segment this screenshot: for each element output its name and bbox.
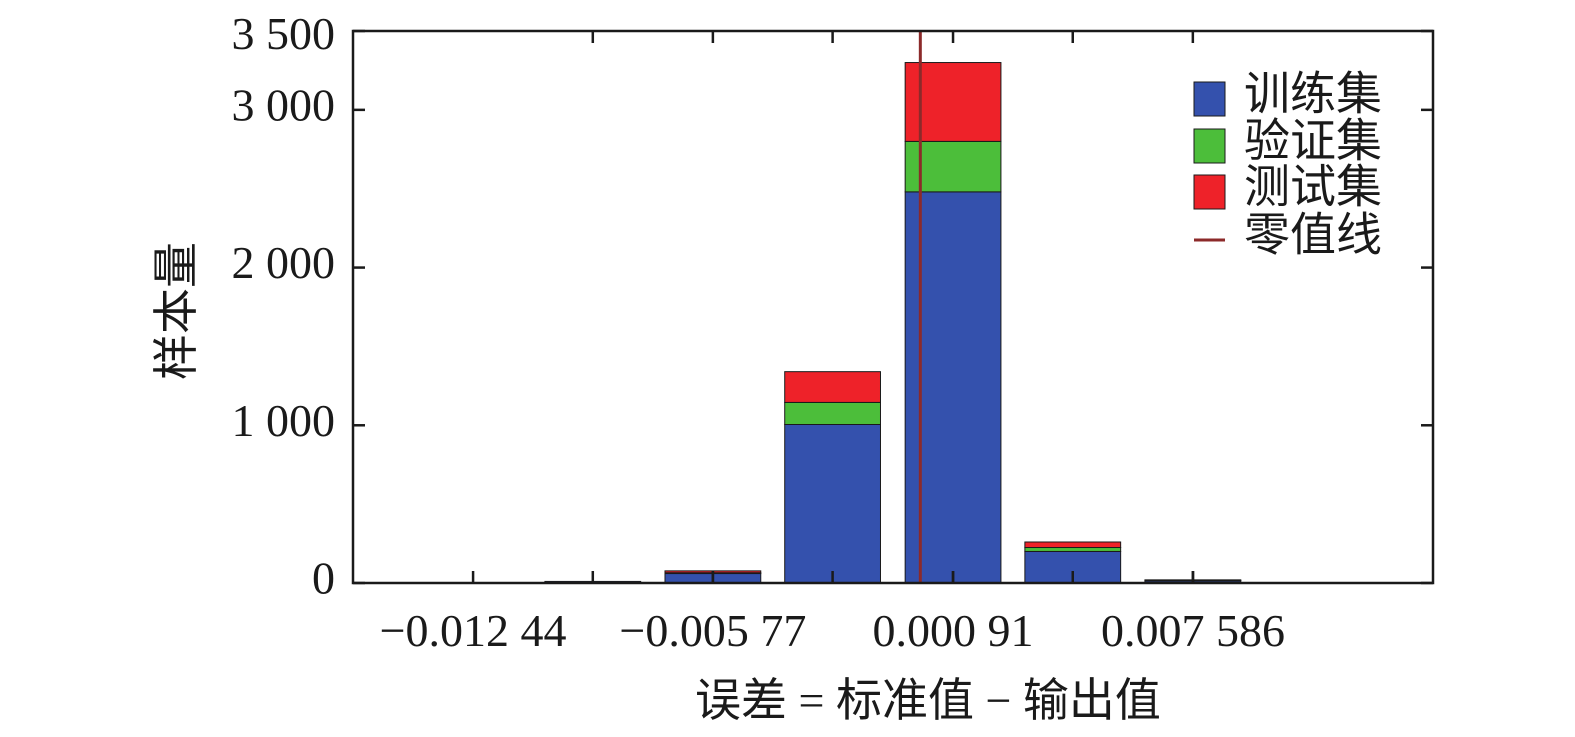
legend-label-zero-line: 零值线 [1244,210,1382,261]
legend-swatch-3 [1193,174,1226,210]
bar-segment-3-bin-5 [1024,541,1122,549]
bar-segment-2-bin-5 [1024,547,1122,552]
bar-segment-3-bin-3 [784,371,881,403]
y-tick-label: 2 000 [232,237,336,288]
x-axis-label: 误差 = 标准值 − 输出值 [695,675,1161,726]
y-tick-label: 1 000 [232,395,336,446]
legend-label-1: 训练集 [1244,69,1382,120]
y-axis-label: 样本量 [151,242,202,380]
legend-swatch-1 [1193,81,1226,117]
legend-label-3: 测试集 [1244,162,1382,213]
x-tick-label: 0.007 586 [1101,605,1285,656]
y-tick-label: 3 500 [232,8,336,59]
bar-segment-1-bin-3 [784,423,881,584]
y-tick-label: 3 000 [232,79,336,130]
y-axis-ticks: 0 1 000 2 000 3 000 3 500 [232,8,1433,604]
legend-swatch-2 [1193,128,1226,164]
x-tick-label: 0.000 91 [873,605,1034,656]
x-tick-label: −0.005 77 [619,605,806,656]
x-axis-ticks: −0.012 44 −0.005 77 0.000 91 0.007 586 [380,31,1285,656]
bar-segment-2-bin-3 [784,401,881,425]
plot-frame [351,29,1435,585]
legend-label-2: 验证集 [1244,116,1382,167]
bars-group [544,62,1242,584]
x-tick-label: −0.012 44 [380,605,567,656]
y-tick-label: 0 [312,553,335,604]
